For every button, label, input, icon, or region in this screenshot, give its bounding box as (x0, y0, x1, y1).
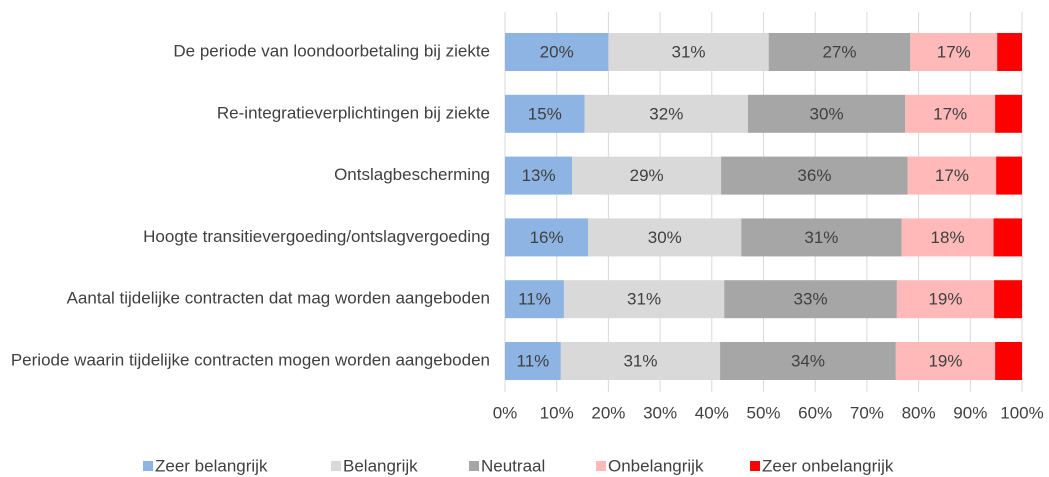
data-label: 31% (627, 290, 661, 309)
data-label: 17% (935, 166, 969, 185)
category-label: Periode waarin tijdelijke contracten mog… (11, 350, 490, 369)
data-label: 11% (518, 290, 551, 309)
data-label: 31% (672, 42, 706, 61)
bar-segment (560, 342, 721, 380)
bar-segment (505, 342, 561, 380)
data-label: 30% (810, 104, 844, 123)
data-label: 36% (797, 166, 831, 185)
bar-segment (896, 280, 995, 319)
x-tick-label: 100% (1000, 403, 1043, 422)
bar-segment (721, 156, 908, 195)
data-label: 15% (528, 104, 562, 123)
legend-swatch (750, 461, 760, 471)
bar-segment (995, 342, 1022, 380)
bar-segment (724, 280, 897, 319)
data-label: 19% (928, 290, 962, 309)
legend-swatch (469, 461, 479, 471)
data-label: 31% (623, 351, 657, 370)
bar-segment (584, 94, 748, 133)
bar-segment (995, 94, 1022, 133)
category-label: Re-integratieverplichtingen bij ziekte (217, 103, 490, 122)
legend-label: Onbelangrijk (608, 456, 704, 475)
bar-segment (720, 342, 896, 380)
bar-segment (505, 156, 573, 195)
data-label: 17% (937, 42, 971, 61)
data-label: 19% (928, 351, 962, 370)
data-label: 27% (822, 42, 856, 61)
bar-segment (505, 280, 564, 319)
data-label: 16% (530, 228, 564, 247)
bar-segment (768, 33, 911, 71)
data-label: 33% (794, 290, 828, 309)
data-label: 17% (933, 104, 967, 123)
category-label: Ontslagbescherming (334, 165, 490, 184)
x-tick-label: 20% (591, 403, 625, 422)
bar-segment (993, 218, 1022, 257)
data-label: 11% (517, 351, 550, 370)
legend-label: Zeer onbelangrijk (762, 456, 894, 475)
bar-segment (505, 218, 589, 257)
data-label: 18% (931, 228, 965, 247)
bar-segment (588, 218, 742, 257)
bar-segment (505, 33, 609, 71)
bar-segment (747, 94, 906, 133)
data-label: 31% (804, 228, 838, 247)
bar-segment (895, 342, 996, 380)
x-tick-label: 60% (798, 403, 832, 422)
bar-segment (505, 94, 585, 133)
legend-swatch (596, 461, 606, 471)
bar-segment (910, 33, 998, 71)
bar-segment (997, 33, 1022, 71)
category-label: Hoogte transitievergoeding/ontslagvergoe… (143, 227, 490, 246)
data-label: 32% (649, 104, 683, 123)
legend-label: Zeer belangrijk (155, 456, 268, 475)
bar-segment (994, 280, 1022, 319)
bar-segment (572, 156, 722, 195)
bar-segment (608, 33, 769, 71)
category-label: Aantal tijdelijke contracten dat mag wor… (67, 289, 490, 308)
bar-segment (901, 218, 994, 257)
x-tick-label: 0% (493, 403, 518, 422)
x-tick-label: 70% (850, 403, 884, 422)
category-label: De periode van loondoorbetaling bij ziek… (173, 41, 490, 60)
legend-swatch (331, 461, 341, 471)
bar-segment (905, 94, 996, 133)
x-tick-label: 50% (746, 403, 780, 422)
x-tick-label: 10% (540, 403, 574, 422)
legend-swatch (143, 461, 153, 471)
legend-label: Belangrijk (343, 456, 418, 475)
x-tick-label: 90% (953, 403, 987, 422)
data-label: 20% (540, 42, 574, 61)
legend-label: Neutraal (481, 456, 545, 475)
bar-segment (996, 156, 1022, 195)
data-label: 13% (522, 166, 556, 185)
x-tick-label: 80% (902, 403, 936, 422)
data-label: 34% (791, 351, 825, 370)
x-tick-label: 30% (643, 403, 677, 422)
bar-segment (907, 156, 997, 195)
data-label: 29% (630, 166, 664, 185)
x-tick-label: 40% (695, 403, 729, 422)
data-label: 30% (648, 228, 682, 247)
bar-segment (563, 280, 725, 319)
bar-segment (741, 218, 902, 257)
